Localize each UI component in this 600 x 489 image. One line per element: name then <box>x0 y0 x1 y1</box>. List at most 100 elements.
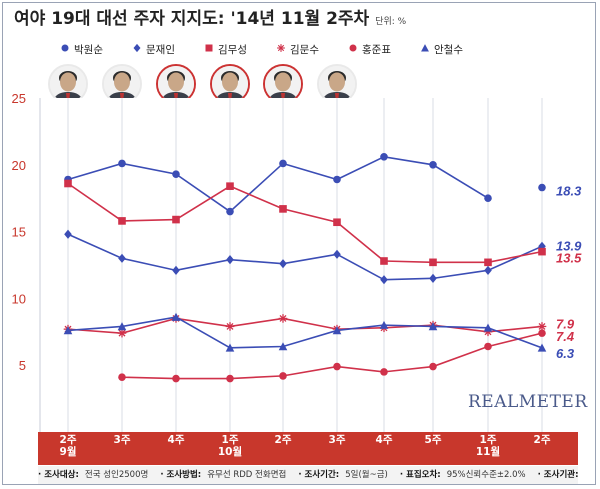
end-value-label: 13.9 <box>556 238 582 253</box>
legend-label: 안철수 <box>434 44 463 56</box>
unit-label: 단위: % <box>375 17 407 27</box>
data-point <box>333 218 341 227</box>
x-tick-label: 3주 <box>317 434 357 446</box>
chart-title: 여야 19대 대선 주자 지지도: '14년 11월 2주차 단위: % <box>6 6 594 32</box>
data-point <box>484 342 492 351</box>
y-tick-label: 20 <box>12 158 26 173</box>
series-김무성: 13.5 <box>64 179 582 267</box>
legend-label: 김무성 <box>218 44 247 56</box>
data-point <box>538 329 546 337</box>
x-tick-line: 9월 <box>59 446 77 458</box>
survey-footer: · 조사대상: 전국 성인2500명 · 조사방법: 유무선 RDD 전화면접 · 조사… <box>38 466 578 484</box>
end-value-label: 6.3 <box>556 346 575 361</box>
data-point <box>333 249 341 259</box>
data-point <box>278 342 288 351</box>
x-tick-label: 4주 <box>156 434 196 446</box>
chart-frame <box>2 2 596 485</box>
data-point <box>118 373 126 382</box>
data-point <box>226 374 234 383</box>
data-point <box>172 265 180 275</box>
data-point <box>172 374 180 383</box>
data-point <box>429 273 437 283</box>
end-value-label: 13.5 <box>556 251 582 266</box>
data-point <box>484 258 492 267</box>
data-point <box>225 343 235 352</box>
data-point <box>279 159 287 168</box>
footer-key: · 표집오차: <box>399 470 441 480</box>
legend-item: 김문수 <box>276 42 319 57</box>
end-value-label: 18.3 <box>556 184 582 199</box>
data-point <box>428 322 438 331</box>
end-value-label: 7.9 <box>556 316 575 331</box>
y-tick-label: 15 <box>12 225 26 240</box>
data-point <box>483 323 493 332</box>
data-point <box>429 362 437 371</box>
data-point <box>117 328 127 338</box>
y-tick-label: 25 <box>12 91 26 106</box>
data-point <box>429 258 437 267</box>
star-marker-icon <box>276 43 286 56</box>
data-point <box>484 265 492 275</box>
series-line <box>67 317 543 334</box>
data-point <box>537 322 547 331</box>
legend-label: 홍준표 <box>362 44 391 56</box>
legend-label: 김문수 <box>290 44 319 56</box>
data-point <box>172 170 180 178</box>
legend-item: 김무성 <box>204 42 247 57</box>
x-tick-label: 3주 <box>102 434 142 446</box>
y-tick-label: 5 <box>19 358 26 373</box>
x-tick-label: 2주 <box>522 434 562 446</box>
data-point <box>538 183 546 192</box>
legend-label: 문재인 <box>146 44 175 56</box>
data-point <box>333 175 341 184</box>
data-point <box>278 314 288 323</box>
x-tick-label: 1주 11월 <box>468 434 508 458</box>
plot-area <box>40 98 578 432</box>
legend-item: 박원순 <box>60 42 103 57</box>
legend-item: 문재인 <box>132 42 175 57</box>
legend: 박원순 문재인 김무성 김문수 홍준표 안철수 <box>60 42 490 58</box>
footer-key: · 조사기관: <box>537 470 578 480</box>
data-point <box>64 179 72 188</box>
footer-item: · 조사방법: 유무선 RDD 전화면접 <box>160 470 292 480</box>
footer-key: · 조사방법: <box>160 470 202 480</box>
data-point <box>64 229 72 239</box>
series-line <box>67 233 543 281</box>
candidate-portrait <box>156 64 196 104</box>
data-point <box>484 194 492 202</box>
data-point <box>538 247 546 256</box>
data-point <box>279 205 287 213</box>
end-value-label: 7.4 <box>556 329 575 344</box>
person-icon <box>265 66 301 102</box>
x-axis-band <box>38 432 578 465</box>
data-point <box>380 368 388 376</box>
candidate-portrait <box>317 64 357 104</box>
data-point <box>226 255 234 265</box>
data-point <box>279 259 287 269</box>
x-tick-line: 2주 <box>274 434 292 446</box>
data-point <box>279 372 287 380</box>
x-tick-line: 2주 <box>533 434 551 446</box>
square-marker-icon <box>204 43 214 56</box>
legend-item: 안철수 <box>420 42 463 57</box>
data-point <box>380 275 388 285</box>
data-point <box>63 326 73 335</box>
triangle-marker-icon <box>420 43 430 56</box>
footer-item: · 조사기간: 5일(월~금) <box>298 470 394 480</box>
x-tick-line: 3주 <box>113 434 131 446</box>
circle-marker-icon <box>60 43 70 56</box>
data-point <box>118 253 126 263</box>
x-tick-line: 1주 <box>221 434 239 446</box>
data-point <box>379 320 389 329</box>
data-point <box>537 343 547 352</box>
x-tick-line: 1주 <box>479 434 497 446</box>
data-point <box>380 257 388 265</box>
x-tick-line: 5주 <box>424 434 442 446</box>
person-icon <box>50 66 86 102</box>
x-tick-line: 10월 <box>217 446 243 458</box>
series-line <box>67 316 543 349</box>
data-point <box>171 312 181 321</box>
data-point <box>226 207 234 216</box>
data-point <box>332 326 342 335</box>
